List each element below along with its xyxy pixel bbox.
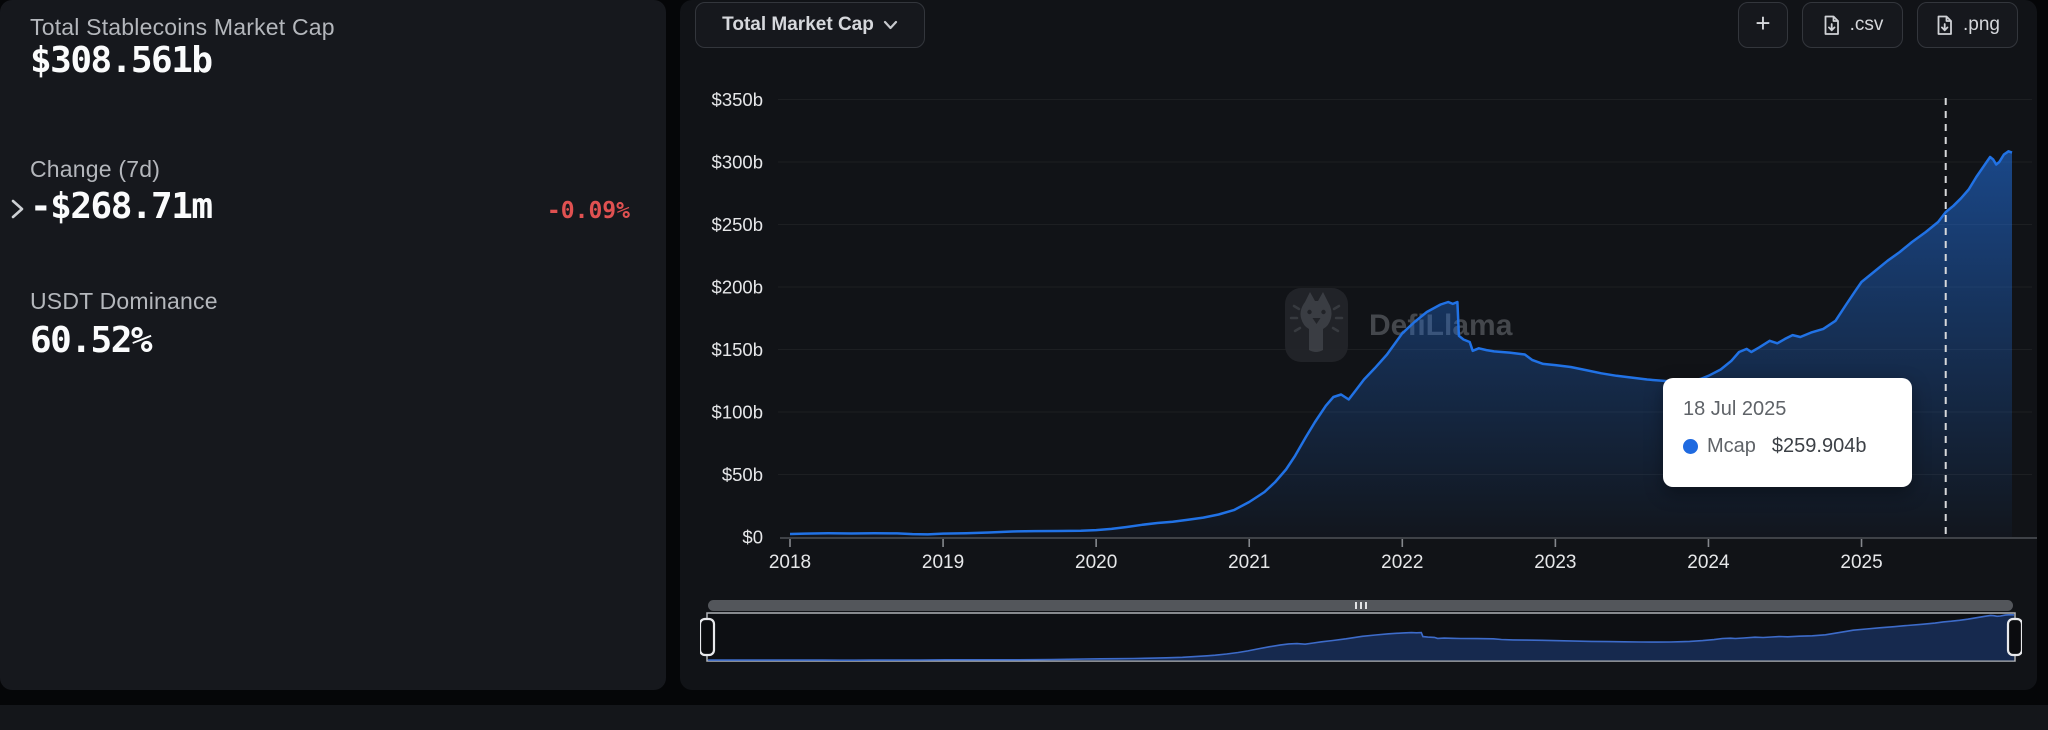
y-axis-tick-label: $200b <box>712 277 763 298</box>
mcap-line <box>789 150 2013 536</box>
file-download-icon <box>1822 15 1841 36</box>
y-axis-tick-label: $300b <box>712 152 763 173</box>
download-png-button[interactable]: .png <box>1917 2 2018 48</box>
x-axis-tick-label: 2023 <box>1534 552 1576 573</box>
usdt-dominance-label: USDT Dominance <box>30 288 218 314</box>
chart-panel: Total Market Cap + .csv <box>680 0 2037 690</box>
y-axis-tick-label: $50b <box>722 464 763 485</box>
chart-tooltip: 18 Jul 2025 Mcap $259.904b <box>1663 378 1912 487</box>
x-axis-tick-label: 2025 <box>1840 552 1882 573</box>
brush-scrollbar[interactable] <box>708 600 2013 611</box>
y-axis-tick-label: $0 <box>742 527 763 548</box>
market-cap-area-chart[interactable]: $0$50b$100b$150b$200b$250b$300b$350bDefi… <box>680 0 2037 600</box>
change-7d-label: Change (7d) <box>30 156 161 182</box>
metric-selector-dropdown[interactable]: Total Market Cap <box>695 2 925 48</box>
next-section-strip <box>0 705 2048 730</box>
add-chart-button[interactable]: + <box>1738 2 1788 48</box>
stats-panel: Total Stablecoins Market Cap $308.561b C… <box>0 0 666 690</box>
usdt-dominance-value: 60.52% <box>30 320 153 361</box>
download-csv-button[interactable]: .csv <box>1802 2 1903 48</box>
x-axis-tick-label: 2024 <box>1687 552 1730 573</box>
navigator-line <box>708 613 2015 661</box>
tooltip-series-name: Mcap <box>1707 435 1756 457</box>
tooltip-date: 18 Jul 2025 <box>1683 398 1787 420</box>
file-download-icon <box>1935 15 1954 36</box>
drag-grip-icon[interactable] <box>1354 602 1367 609</box>
brush-handle-left[interactable] <box>700 617 716 657</box>
brush-navigator-chart[interactable] <box>700 612 2022 668</box>
x-axis-tick-label: 2022 <box>1381 552 1423 573</box>
expand-chevron-icon[interactable] <box>4 196 30 222</box>
x-axis-tick-label: 2019 <box>922 552 964 573</box>
csv-label: .csv <box>1849 14 1884 35</box>
metric-selector-label: Total Market Cap <box>722 14 874 35</box>
chevron-down-icon <box>883 20 898 30</box>
x-axis-tick-label: 2020 <box>1075 552 1117 573</box>
total-mcap-value: $308.561b <box>30 40 213 81</box>
y-axis-tick-label: $350b <box>712 89 763 110</box>
series-dot-icon <box>1683 439 1698 454</box>
change-7d-percent: -0.09% <box>546 198 630 224</box>
png-label: .png <box>1963 14 2000 35</box>
brush-handle-right[interactable] <box>2006 617 2022 657</box>
y-axis-tick-label: $100b <box>712 402 763 423</box>
navigator-area-fill <box>708 614 2014 661</box>
y-axis-tick-label: $150b <box>712 339 763 360</box>
plus-icon: + <box>1755 8 1771 38</box>
x-axis-tick-label: 2018 <box>769 552 811 573</box>
y-axis-tick-label: $250b <box>712 214 763 235</box>
x-axis-tick-label: 2021 <box>1228 552 1270 573</box>
tooltip-series-value: $259.904b <box>1771 435 1867 457</box>
total-mcap-label: Total Stablecoins Market Cap <box>30 14 335 40</box>
change-7d-value: -$268.71m <box>30 186 213 227</box>
